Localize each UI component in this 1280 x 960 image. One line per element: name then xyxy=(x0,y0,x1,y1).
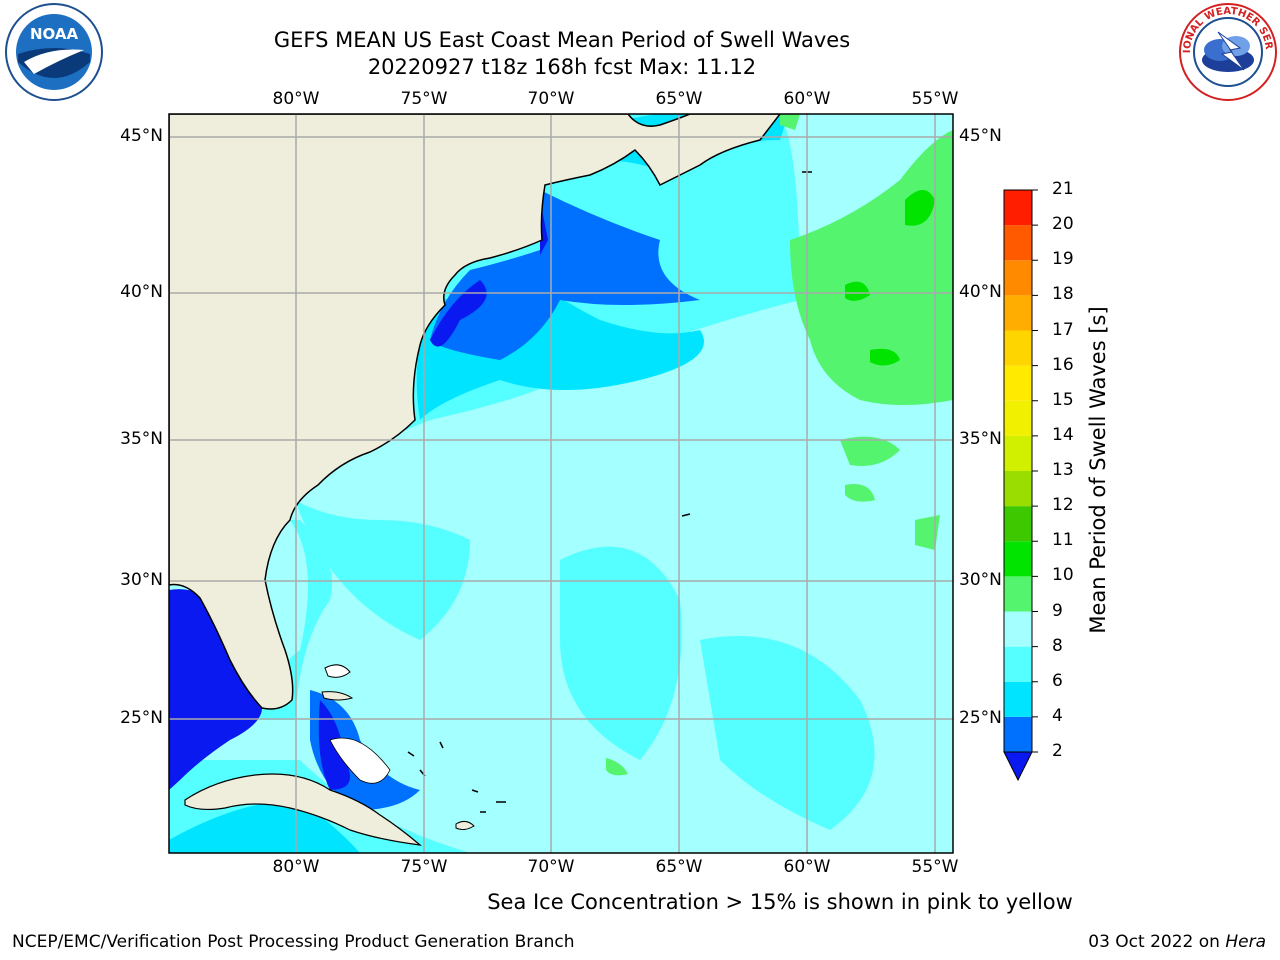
colorbar-tick-label: 11 xyxy=(1052,530,1074,551)
colorbar-segment xyxy=(1004,611,1032,647)
colorbar-tick-label: 8 xyxy=(1052,635,1063,656)
colorbar-segment xyxy=(1004,646,1032,682)
map-title: GEFS MEAN US East Coast Mean Period of S… xyxy=(273,28,851,52)
colorbar-tick-label: 13 xyxy=(1052,460,1074,480)
lat-tick-left: 30°N xyxy=(120,570,163,590)
lat-tick-left: 25°N xyxy=(120,708,163,728)
svg-text:NOAA: NOAA xyxy=(30,25,79,43)
map-subtitle: 20220927 t18z 168h fcst Max: 11.12 xyxy=(367,55,757,79)
colorbar-title: Mean Period of Swell Waves [s] xyxy=(1086,306,1110,634)
lon-tick-bottom: 55°W xyxy=(911,857,959,877)
lat-tick-right: 35°N xyxy=(959,429,1002,449)
colorbar-segments xyxy=(1004,190,1032,752)
colorbar-tick-label: 15 xyxy=(1052,389,1074,410)
lon-tick-bottom: 65°W xyxy=(655,857,703,877)
colorbar-tick-label: 18 xyxy=(1052,284,1074,305)
colorbar-tick-label: 2 xyxy=(1052,741,1063,761)
colorbar-tick-label: 17 xyxy=(1052,319,1074,340)
cuba-land xyxy=(184,773,422,846)
colorbar-segment xyxy=(1004,330,1032,366)
host-text: Hera xyxy=(1225,932,1266,952)
colorbar-segment xyxy=(1004,365,1032,401)
lon-tick-top: 65°W xyxy=(655,89,703,109)
lat-tick-right: 45°N xyxy=(959,126,1002,146)
lon-tick-bottom: 75°W xyxy=(400,857,448,877)
colorbar-tick-label: 9 xyxy=(1052,600,1063,621)
colorbar-tick-label: 12 xyxy=(1052,495,1074,516)
lon-tick-top: 75°W xyxy=(400,89,448,109)
colorbar-segment xyxy=(1004,400,1032,436)
colorbar-segment xyxy=(1004,225,1032,261)
colorbar-tick-label: 16 xyxy=(1052,354,1074,375)
lat-tick-left: 45°N xyxy=(120,126,163,146)
lon-tick-top: 55°W xyxy=(911,89,959,109)
colorbar-segment xyxy=(1004,471,1032,507)
swell-region-2-4s xyxy=(430,190,700,360)
colorbar-under-arrow xyxy=(1003,751,1033,782)
colorbar-segment xyxy=(1004,506,1032,542)
sea-ice-note: Sea Ice Concentration > 15% is shown in … xyxy=(487,890,1073,914)
colorbar-tick-label: 6 xyxy=(1052,670,1063,691)
nws-logo: NATIONAL WEATHER SERVICE xyxy=(1174,0,1278,102)
swell-region-10-11s xyxy=(905,190,935,226)
colorbar-segment xyxy=(1004,576,1032,612)
lat-tick-right: 25°N xyxy=(959,708,1002,728)
map-frame xyxy=(168,113,954,854)
colorbar-segment xyxy=(1004,295,1032,331)
colorbar-segment xyxy=(1004,435,1032,471)
swell-region-under-2s xyxy=(169,589,262,790)
lat-tick-right: 30°N xyxy=(959,570,1002,590)
colorbar-tick-label: 14 xyxy=(1052,424,1074,445)
noaa-logo: NOAA xyxy=(4,2,104,102)
lat-tick-left: 40°N xyxy=(120,282,163,302)
lat-tick-left: 35°N xyxy=(120,429,163,449)
colorbar-tick-label: 20 xyxy=(1052,214,1074,235)
graticule xyxy=(169,114,953,853)
colorbar-segment xyxy=(1004,716,1032,752)
colorbar-segment xyxy=(1004,541,1032,577)
lon-tick-bottom: 70°W xyxy=(527,857,575,877)
lat-tick-right: 40°N xyxy=(959,282,1002,302)
lon-tick-top: 60°W xyxy=(783,89,831,109)
colorbar-tick-label: 10 xyxy=(1052,565,1074,586)
colorbar-segment xyxy=(1004,190,1032,226)
lon-tick-top: 80°W xyxy=(272,89,320,109)
north-america-land xyxy=(169,114,781,710)
colorbar-tick-label: 19 xyxy=(1052,249,1074,270)
colorbar xyxy=(1003,189,1038,782)
colorbar-tick-label: 4 xyxy=(1052,705,1063,726)
credit-text: NCEP/EMC/Verification Post Processing Pr… xyxy=(12,932,575,952)
lon-tick-bottom: 80°W xyxy=(272,857,320,877)
lon-tick-top: 70°W xyxy=(527,89,575,109)
colorbar-segment xyxy=(1004,681,1032,717)
lon-tick-bottom: 60°W xyxy=(783,857,831,877)
colorbar-tick-label: 21 xyxy=(1052,179,1074,199)
date-text: 03 Oct 2022 on xyxy=(1088,932,1220,952)
colorbar-segment xyxy=(1004,260,1032,296)
